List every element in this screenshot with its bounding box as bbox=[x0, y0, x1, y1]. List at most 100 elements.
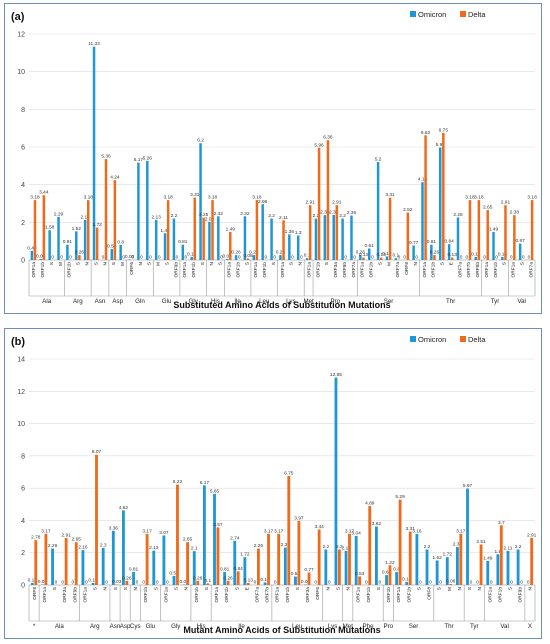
bar-delta bbox=[87, 200, 90, 260]
x-sub-label: S bbox=[123, 587, 129, 590]
data-label-omicron: 0 bbox=[483, 255, 486, 261]
x-group-label: Asp bbox=[112, 298, 123, 305]
data-label-omicron: 0.26 bbox=[249, 250, 259, 256]
x-sub-label: N bbox=[103, 586, 109, 590]
x-group-label: Ser bbox=[384, 298, 394, 305]
x-group-label: His bbox=[211, 298, 220, 305]
bar-omicron bbox=[455, 547, 459, 585]
bar-delta bbox=[226, 580, 230, 585]
bar-omicron bbox=[30, 582, 34, 585]
bar-omicron bbox=[334, 377, 338, 585]
bar-delta bbox=[78, 255, 81, 260]
data-label-omicron: 1.72 bbox=[240, 552, 250, 558]
data-label-omicron: 4.62 bbox=[119, 505, 129, 511]
bar-delta bbox=[34, 540, 38, 585]
bar-omicron bbox=[110, 249, 114, 260]
bar-omicron bbox=[421, 182, 424, 260]
bar-delta bbox=[308, 205, 312, 260]
bar-omicron bbox=[202, 485, 206, 585]
data-label-delta: 0 bbox=[328, 580, 331, 586]
bar-delta bbox=[479, 544, 483, 585]
bar-omicron bbox=[111, 530, 115, 585]
data-label-delta: 3.18 bbox=[252, 195, 262, 201]
x-sub-label: ORF1b bbox=[40, 262, 46, 278]
data-label-delta: 0.26 bbox=[193, 575, 203, 581]
data-label-delta: 2.52 bbox=[403, 207, 413, 213]
data-label-omicron: 1.58 bbox=[45, 225, 55, 231]
bar-omicron bbox=[367, 248, 371, 260]
bar-omicron bbox=[359, 255, 362, 260]
bar-omicron bbox=[146, 160, 149, 260]
data-label-delta: 6.62 bbox=[421, 130, 431, 136]
x-sub-label: ORF7a bbox=[457, 262, 463, 278]
bar-omicron bbox=[323, 215, 327, 260]
bar-omicron bbox=[128, 259, 131, 260]
x-sub-label: S bbox=[76, 262, 82, 265]
x-sub-label: S bbox=[335, 587, 341, 590]
data-label-delta: 0 bbox=[470, 580, 473, 586]
data-label-omicron: 11.33 bbox=[88, 41, 100, 47]
bar-delta bbox=[504, 205, 507, 260]
y-tick-label: 4 bbox=[21, 518, 25, 525]
bar-omicron bbox=[486, 560, 490, 585]
data-label-omicron: 4.13 bbox=[418, 177, 428, 183]
y-tick-label: 6 bbox=[21, 145, 25, 152]
data-label-omicron: 2.16 bbox=[78, 545, 88, 551]
bar-delta bbox=[368, 506, 372, 585]
data-label-omicron: 5.65 bbox=[210, 488, 220, 494]
x-group-label: Met bbox=[343, 623, 354, 630]
data-label-omicron: 2.38 bbox=[320, 210, 330, 216]
data-label-delta: 0 bbox=[60, 255, 63, 261]
bar-delta bbox=[113, 180, 117, 260]
bar-delta bbox=[477, 200, 481, 260]
x-sub-label: S bbox=[200, 262, 206, 265]
data-label-omicron: 6.17 bbox=[200, 480, 210, 486]
data-label-delta: 0 bbox=[344, 255, 347, 261]
data-label-omicron: 2.32 bbox=[214, 211, 224, 217]
bar-omicron bbox=[288, 234, 291, 260]
bar-omicron bbox=[66, 244, 69, 260]
data-label-delta: 0 bbox=[490, 580, 493, 586]
data-label-omicron: 2.2 bbox=[322, 544, 329, 550]
x-sub-label: S bbox=[204, 587, 210, 590]
bar-omicron bbox=[296, 235, 300, 260]
data-label-omicron: 1.72 bbox=[443, 552, 453, 558]
data-label-delta: 3.44 bbox=[39, 190, 49, 196]
data-label-omicron: 0 bbox=[142, 580, 145, 586]
data-label-omicron: 5.2 bbox=[375, 157, 382, 163]
data-label-delta: 3.18 bbox=[465, 195, 475, 201]
data-label-omicron: 3.16 bbox=[412, 528, 422, 534]
x-sub-label: ORF1a bbox=[396, 587, 402, 603]
bar-omicron bbox=[223, 571, 227, 585]
x-sub-label: S bbox=[52, 587, 58, 590]
data-label-omicron: 0 bbox=[403, 255, 406, 261]
bar-omicron bbox=[354, 535, 358, 585]
bar-delta bbox=[388, 565, 392, 585]
y-tick-label: 8 bbox=[21, 453, 25, 460]
bar-omicron bbox=[92, 46, 96, 260]
x-sub-label: N bbox=[528, 586, 534, 590]
bar-omicron bbox=[172, 575, 176, 585]
data-label-delta: 2.51 bbox=[476, 539, 486, 545]
data-label-delta: 3.17 bbox=[345, 528, 355, 534]
y-tick-label: 0 bbox=[21, 258, 25, 265]
data-label-delta: 2.65 bbox=[72, 537, 82, 543]
bar-delta bbox=[379, 257, 383, 260]
x-sub-label: ORF6 bbox=[129, 262, 135, 275]
bar-omicron bbox=[190, 256, 193, 260]
legend-label-omicron: Omicron bbox=[418, 10, 446, 19]
data-label-delta: 0.84 bbox=[234, 566, 244, 572]
data-label-omicron: 0 bbox=[528, 255, 531, 261]
data-label-delta: 3.17 bbox=[142, 528, 152, 534]
x-group-label: Gly bbox=[171, 623, 181, 630]
bar-omicron bbox=[332, 214, 335, 260]
y-tick-label: 12 bbox=[17, 389, 25, 396]
x-group-label: Leu bbox=[259, 298, 270, 305]
data-label-omicron: 2.35 bbox=[453, 542, 463, 548]
x-sub-label: ORF1b bbox=[194, 587, 200, 603]
data-label-delta: 2.26 bbox=[254, 543, 264, 549]
data-label-omicron: 2.26 bbox=[48, 543, 58, 549]
x-group-label: Glu bbox=[162, 298, 172, 305]
data-label-delta: 2.91 bbox=[332, 200, 342, 206]
bar-omicron bbox=[101, 547, 105, 585]
